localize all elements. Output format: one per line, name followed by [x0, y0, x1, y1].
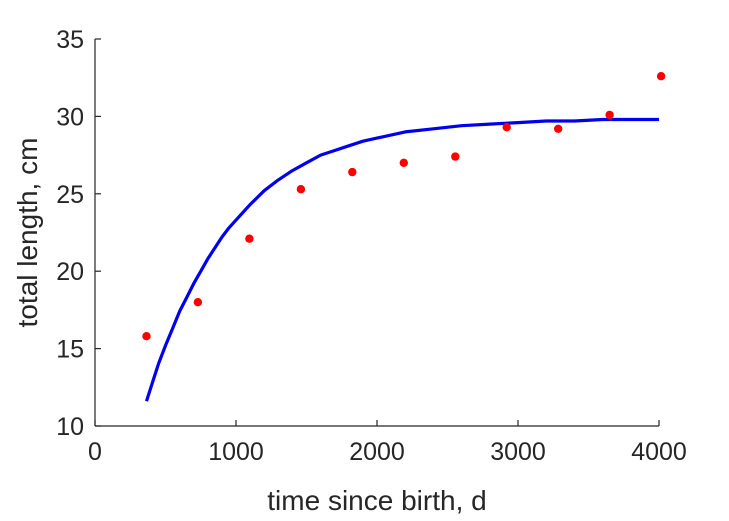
x-ticks: 0 1000 2000 3000 4000 [88, 420, 687, 466]
x-tick-label: 3000 [490, 438, 546, 466]
data-point [193, 298, 203, 307]
fit-curve [144, 117, 659, 402]
x-axis-title: time since birth, d [267, 485, 486, 516]
x-tick-label: 2000 [349, 438, 405, 466]
data-point [451, 152, 460, 161]
y-tick-label: 30 [56, 103, 84, 131]
data-point [399, 158, 408, 167]
series-layer [142, 72, 666, 402]
data-point [502, 123, 511, 132]
x-tick-label: 1000 [208, 438, 264, 466]
data-point [605, 110, 614, 120]
y-tick-label: 35 [56, 26, 84, 54]
data-point [245, 234, 254, 243]
y-tick-label: 25 [56, 181, 84, 209]
data-point [296, 185, 306, 194]
y-tick-label: 20 [56, 258, 84, 286]
data-point [348, 167, 357, 177]
data-point [554, 124, 563, 133]
y-tick-label: 15 [56, 336, 84, 364]
data-point [142, 332, 151, 341]
x-tick-label: 0 [88, 438, 102, 466]
y-axis-title: total length, cm [12, 138, 43, 328]
plot-area: 0 1000 2000 3000 4000 10 15 20 25 30 35 [56, 26, 687, 466]
data-point [656, 72, 666, 81]
y-tick-label: 10 [56, 413, 84, 441]
x-tick-label: 4000 [631, 438, 687, 466]
y-ticks: 10 15 20 25 30 35 [56, 26, 101, 441]
